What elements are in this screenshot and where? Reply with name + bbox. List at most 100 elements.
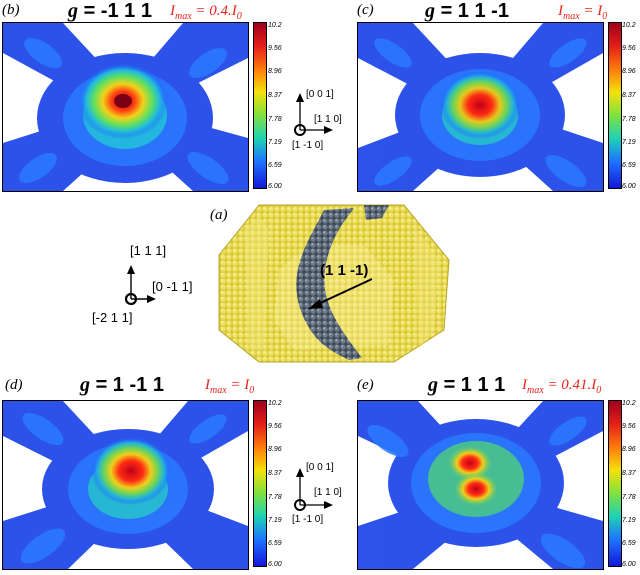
imax-zero-subscript: 0 [596,385,602,396]
axis-label-1-10: [1 -1 0] [292,140,324,151]
panel-b-imax: Imax = 0.4.I0 [170,3,242,22]
axis-label-110: [1 1 0] [314,114,342,125]
panel-b-intensity-map [2,22,249,192]
panel-b-letter: (b) [2,2,20,18]
colorbar-tick: 8.96 [622,68,636,75]
panel-e-title: g = 1 1 1 [428,374,505,397]
panel-d-title: g = 1 -1 1 [80,374,164,397]
panel-c-title: g = 1 1 -1 [425,0,509,23]
panel-c-colorbar-ticks: 10.2 9.56 8.96 8.37 7.78 7.19 6.59 6.00 [622,22,640,190]
panel-d-imax: Imax = I0 [205,377,254,396]
colorbar-tick: 8.96 [268,446,282,453]
colorbar-tick: 9.56 [622,423,636,430]
colorbar-tick: 6.59 [622,162,636,169]
imax-subscript: max [175,11,192,22]
colorbar-tick: 8.37 [268,470,282,477]
imax-subscript: max [563,11,580,22]
colorbar-tick: 8.96 [622,446,636,453]
panel-b-g-value: = -1 1 1 [83,0,152,22]
axis-label-110: [1 1 0] [314,487,342,498]
panel-d-intensity-map [2,400,249,570]
imax-value: = 0.4.I [191,3,237,19]
panel-d-colorbar-ticks: 10.2 9.56 8.96 8.37 7.78 7.19 6.59 6.00 [268,400,292,568]
panel-e-letter: (e) [357,377,374,393]
plane-pointer-arrow [308,278,373,309]
colorbar-tick: 10.2 [268,400,282,407]
colorbar-tick: 7.19 [622,139,636,146]
panel-c-g-value: = 1 1 -1 [440,0,509,22]
imax-symbol: I [522,377,527,393]
imax-value: = I [579,3,603,19]
axis-triad-top [294,93,333,136]
imax-zero-subscript: 0 [236,11,242,22]
panel-b-colorbar [253,22,267,189]
panel-c-intensity-map [357,22,604,192]
colorbar-tick: 8.96 [268,68,282,75]
panel-c-imax: Imax = I0 [558,3,607,22]
colorbar-tick: 8.37 [622,470,636,477]
imax-subscript: max [527,385,544,396]
colorbar-tick: 6.59 [622,540,636,547]
panel-e-map-graphic [358,401,603,569]
panel-e-colorbar-ticks: 10.2 9.56 8.96 8.37 7.78 7.19 6.59 6.00 [622,400,640,568]
colorbar-tick: 8.37 [268,92,282,99]
imax-value: = I [226,377,250,393]
axis-label-001: [0 0 1] [306,462,334,473]
panel-e-g-symbol: g [428,374,438,396]
axis-label-0-11: [0 -1 1] [152,279,193,294]
colorbar-tick: 9.56 [268,45,282,52]
imax-value: = 0.41.I [543,377,597,393]
imax-zero-subscript: 0 [602,11,608,22]
panel-b-title: g = -1 1 1 [68,0,152,23]
axis-label-001: [0 0 1] [306,89,334,100]
panel-d-g-symbol: g [80,374,90,396]
colorbar-tick: 8.37 [622,92,636,99]
panel-c-colorbar [608,22,622,189]
colorbar-tick: 10.2 [268,22,282,29]
colorbar-tick: 6.00 [622,561,636,568]
panel-e-intensity-map [357,400,604,570]
colorbar-tick: 7.19 [622,517,636,524]
colorbar-tick: 7.78 [268,494,282,501]
panel-b-g-symbol: g [68,0,78,22]
panel-d-letter: (d) [5,377,23,393]
plane-label: (1 1 -1) [320,262,369,279]
imax-symbol: I [205,377,210,393]
colorbar-tick: 6.59 [268,162,282,169]
colorbar-tick: 7.19 [268,139,282,146]
axis-label-1-10: [1 -1 0] [292,514,324,525]
axis-triad-bottom [294,468,333,511]
imax-symbol: I [170,3,175,19]
colorbar-tick: 7.19 [268,517,282,524]
colorbar-tick: 6.00 [268,183,282,190]
panel-e-imax: Imax = 0.41.I0 [522,377,601,396]
colorbar-tick: 7.78 [622,116,636,123]
colorbar-tick: 10.2 [622,400,636,407]
colorbar-tick: 9.56 [268,423,282,430]
panel-b-colorbar-ticks: 10.2 9.56 8.96 8.37 7.78 7.19 6.59 6.00 [268,22,292,190]
panel-c-map-graphic [358,23,603,191]
panel-c-letter: (c) [357,2,374,18]
imax-zero-subscript: 0 [249,385,255,396]
colorbar-tick: 9.56 [622,45,636,52]
colorbar-tick: 7.78 [622,494,636,501]
panel-d-colorbar [253,400,267,567]
panel-b-map-graphic [3,23,248,191]
colorbar-tick: 7.78 [268,116,282,123]
axis-label-211: [-2 1 1] [92,310,133,325]
colorbar-tick: 10.2 [622,22,636,29]
panel-e-g-value: = 1 1 1 [443,374,506,396]
axis-triad-crystal [124,265,156,306]
axis-label-111: [1 1 1] [130,243,167,258]
panel-e-colorbar [608,400,622,567]
colorbar-tick: 6.00 [622,183,636,190]
imax-symbol: I [558,3,563,19]
panel-c-g-symbol: g [425,0,435,22]
panel-a-letter: (a) [210,207,228,223]
colorbar-tick: 6.59 [268,540,282,547]
panel-d-g-value: = 1 -1 1 [95,374,164,396]
imax-subscript: max [210,385,227,396]
nanocrystal-model [218,204,450,363]
panel-d-map-graphic [3,401,248,569]
colorbar-tick: 6.00 [268,561,282,568]
